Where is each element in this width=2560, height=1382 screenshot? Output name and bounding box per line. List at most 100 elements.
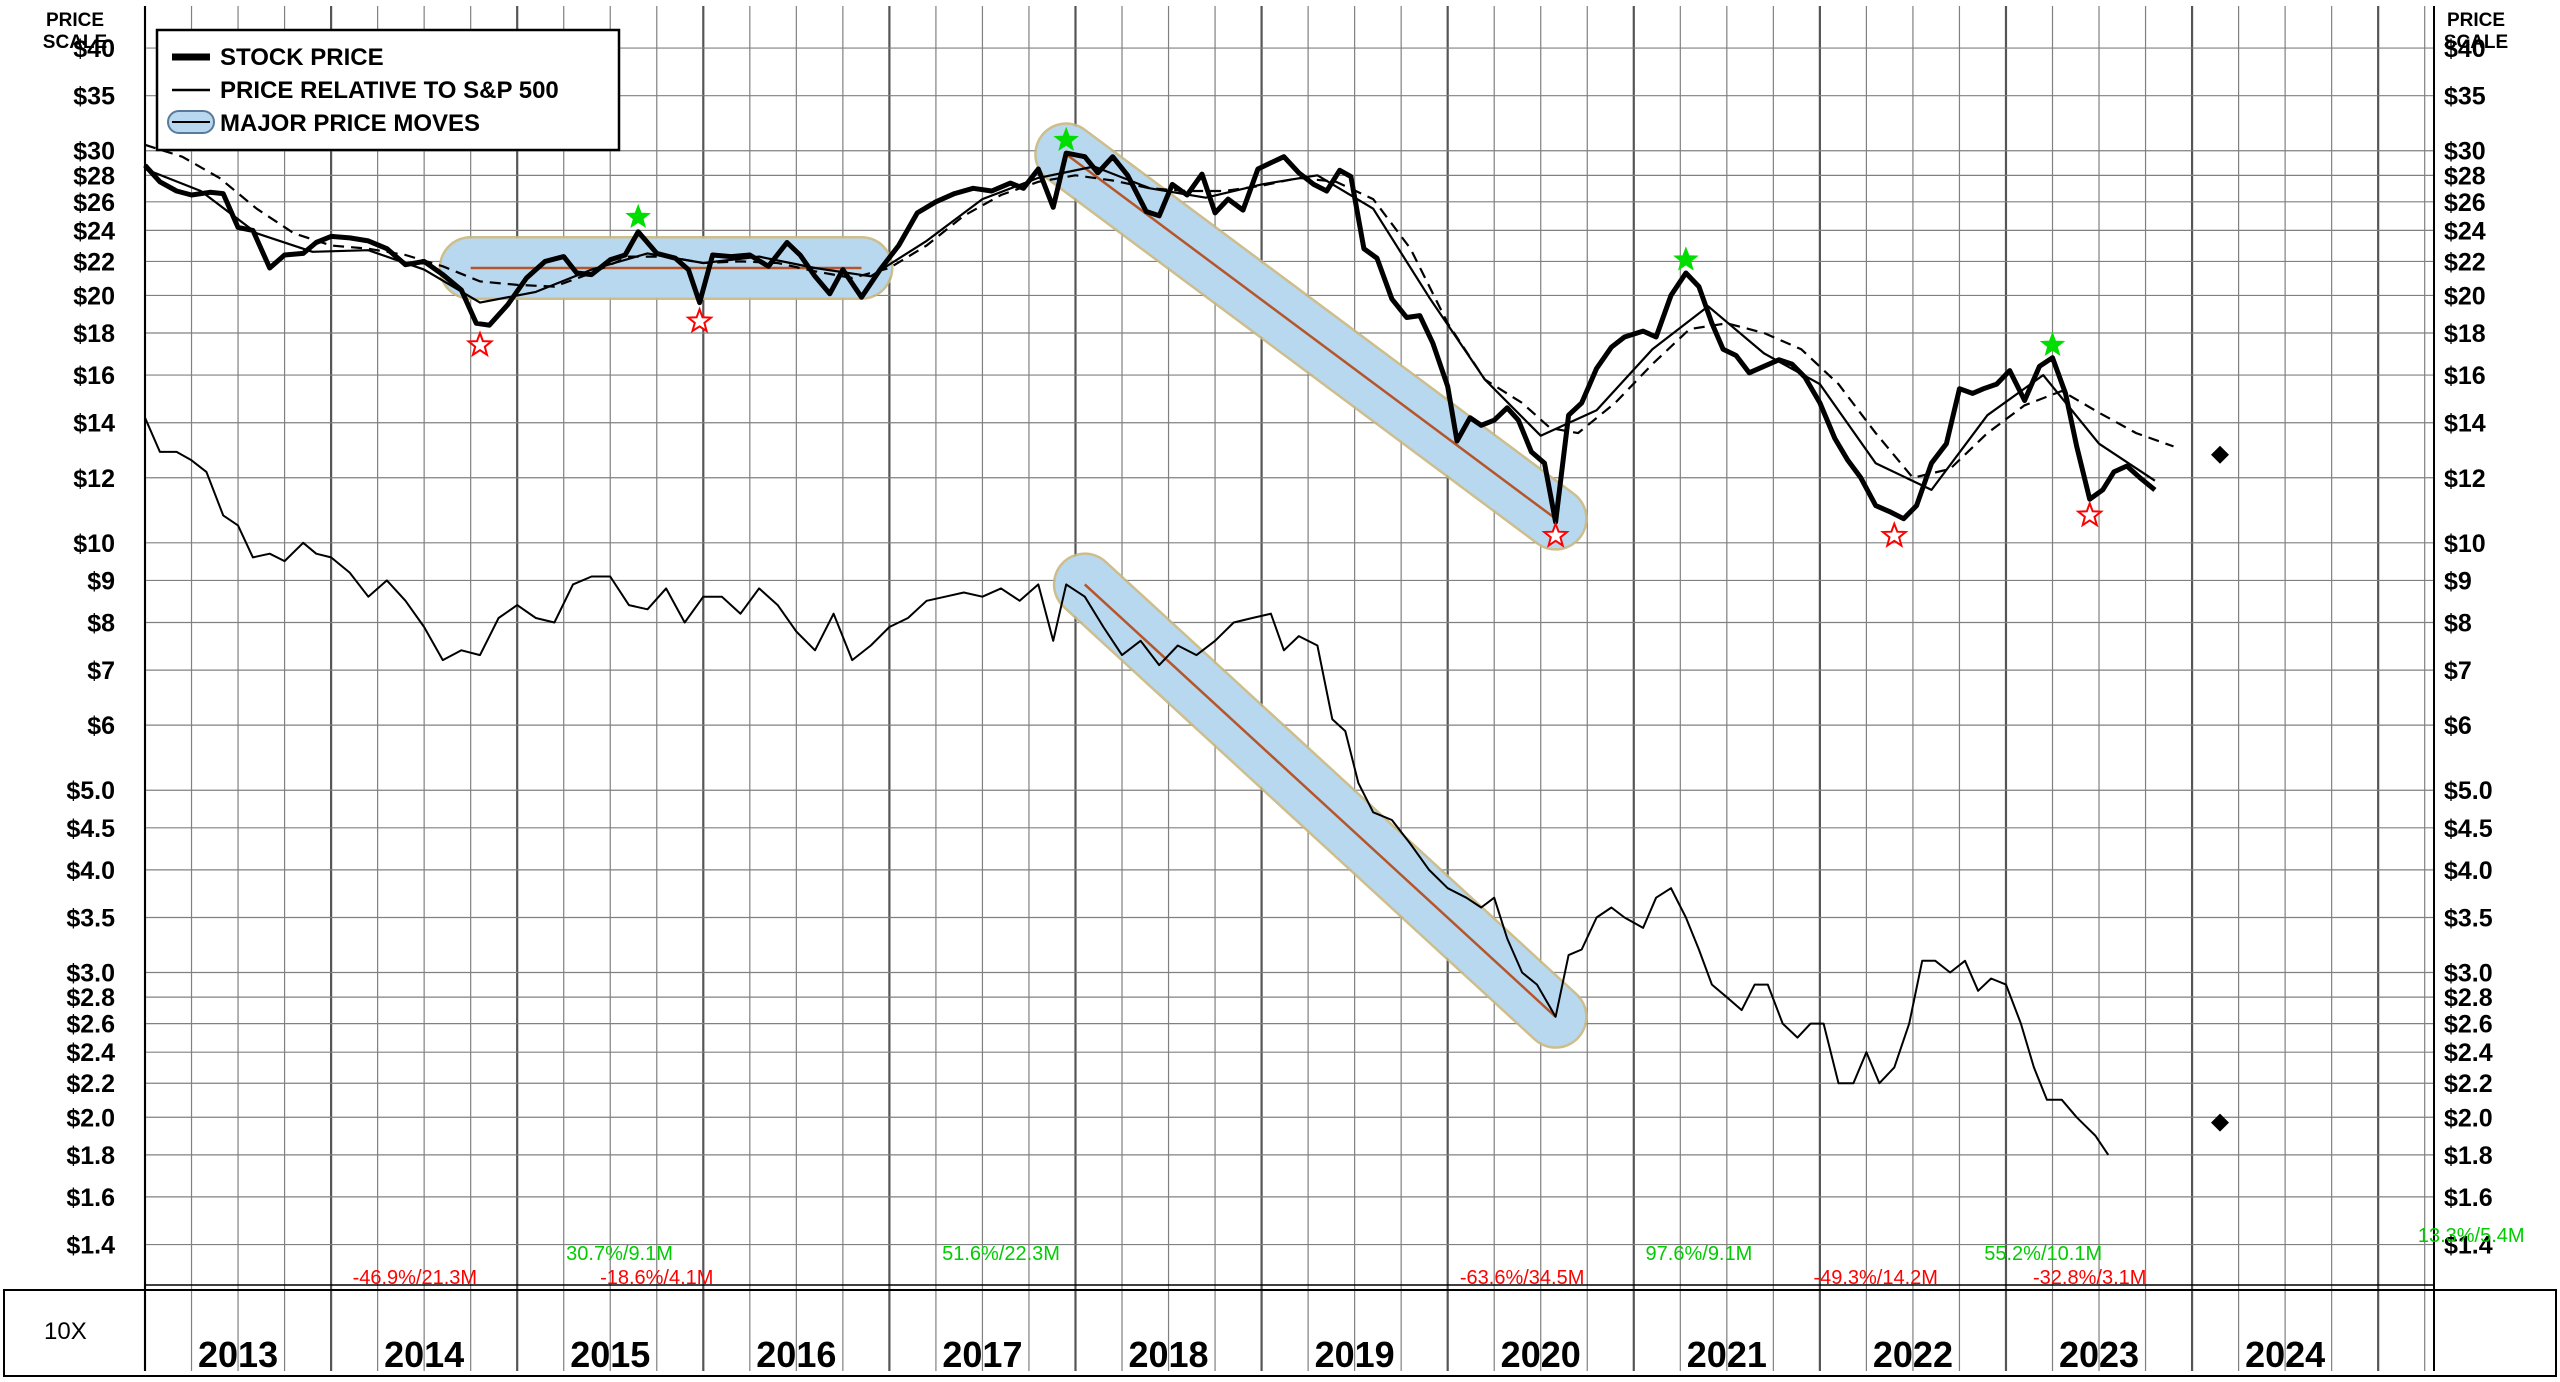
- peak-star-marker: [2039, 331, 2066, 356]
- x-year-label: 2022: [1873, 1334, 1953, 1375]
- y-tick-label-right: $3.5: [2444, 905, 2493, 933]
- y-tick-label-right: $3.0: [2444, 960, 2493, 988]
- footer-scale-label: 10X: [44, 1318, 87, 1345]
- peak-star-marker: [1673, 246, 1699, 271]
- legend: STOCK PRICE PRICE RELATIVE TO S&P 500 MA…: [155, 28, 621, 152]
- right-scale-title-line1: PRICE: [2447, 10, 2505, 31]
- legend-box: [155, 28, 621, 152]
- y-tick-label-right: $4.0: [2444, 857, 2493, 885]
- y-tick-label-right: $28: [2444, 162, 2486, 190]
- y-tick-label-left: $12: [73, 465, 115, 493]
- y-tick-label-left: $10: [73, 530, 115, 558]
- footer-frame: [3, 1289, 2557, 1377]
- y-tick-label-left: $35: [73, 83, 115, 111]
- y-tick-label-left: $16: [73, 362, 115, 390]
- y-tick-label-left: $1.4: [66, 1232, 115, 1260]
- y-tick-label-left: $9: [87, 567, 115, 595]
- y-tick-label-left: $4.5: [66, 815, 115, 843]
- right-scale-title-line2: SCALE: [2444, 32, 2508, 53]
- y-tick-label-left: $1.6: [66, 1184, 115, 1212]
- y-tick-label-left: $28: [73, 162, 115, 190]
- markers: [465, 126, 2229, 1132]
- trough-star-marker: [1541, 520, 1570, 548]
- y-tick-label-right: $18: [2444, 320, 2486, 348]
- y-tick-label-right: $14: [2444, 410, 2486, 438]
- legend-label-stock-price: STOCK PRICE: [220, 44, 384, 71]
- y-tick-label-left: $24: [73, 217, 115, 245]
- left-scale-title-line2: SCALE: [43, 32, 107, 53]
- y-tick-label-right: $40: [2444, 35, 2486, 63]
- y-tick-label-left: $2.8: [66, 984, 115, 1012]
- trough-star-marker: [2075, 500, 2104, 528]
- x-year-label: 2024: [2245, 1334, 2325, 1375]
- move-annotations: -46.9%/21.3M 30.7%/9.1M-18.6%/4.1M 51.6%/2…: [353, 1225, 2525, 1289]
- series-lines: [143, 143, 2174, 1156]
- y-tick-label-right: $20: [2444, 282, 2486, 310]
- y-tick-label-left: $2.2: [66, 1070, 115, 1098]
- y-tick-label-left: $14: [73, 410, 115, 438]
- move-annotation: 51.6%/22.3M: [942, 1243, 1060, 1265]
- y-tick-label-right: $16: [2444, 362, 2486, 390]
- move-annotation: -46.9%/21.3M: [353, 1267, 478, 1289]
- y-tick-label-left: $26: [73, 189, 115, 217]
- x-year-label: 2018: [1128, 1334, 1208, 1375]
- y-tick-label-left: $2.4: [66, 1039, 115, 1067]
- y-tick-label-right: $24: [2444, 217, 2486, 245]
- move-annotation: 13.3%/5.4M: [2418, 1225, 2525, 1247]
- move-annotation: -18.6%/4.1M: [600, 1267, 713, 1289]
- y-tick-label-left: $2.6: [66, 1011, 115, 1039]
- trough-star-marker: [1880, 520, 1909, 548]
- y-tick-label-left: $3.0: [66, 960, 115, 988]
- y-tick-label-right: $7: [2444, 657, 2472, 685]
- y-tick-label-right: $10: [2444, 530, 2486, 558]
- move-annotation: 97.6%/9.1M: [1646, 1243, 1753, 1265]
- x-year-label: 2015: [570, 1334, 650, 1375]
- peak-star-marker: [1053, 126, 1079, 152]
- chart-grid: [3, 6, 2557, 1377]
- y-tick-label-left: $6: [87, 712, 115, 740]
- legend-label-moves: MAJOR PRICE MOVES: [220, 110, 480, 137]
- y-tick-label-left: $40: [73, 35, 115, 63]
- y-tick-label-right: $8: [2444, 609, 2472, 637]
- y-tick-label-right: $6: [2444, 712, 2472, 740]
- x-year-label: 2013: [198, 1334, 278, 1375]
- move-trendline: [1083, 583, 1557, 1018]
- y-tick-label-left: $1.8: [66, 1142, 115, 1170]
- y-tick-label-right: $30: [2444, 138, 2486, 166]
- y-tick-label-right: $22: [2444, 248, 2486, 276]
- y-tick-label-right: $9: [2444, 567, 2472, 595]
- y-tick-label-right: $2.4: [2444, 1039, 2493, 1067]
- end-diamond-marker: [2210, 445, 2229, 464]
- y-tick-label-left: $20: [73, 282, 115, 310]
- y-tick-label-right: $1.6: [2444, 1184, 2493, 1212]
- move-annotation: -32.8%/3.1M: [2033, 1267, 2146, 1289]
- move-trendline: [1065, 153, 1557, 520]
- move-annotation: -49.3%/14.2M: [1813, 1267, 1938, 1289]
- y-tick-label-right: $5.0: [2444, 777, 2493, 805]
- y-tick-label-left: $22: [73, 248, 115, 276]
- y-tick-label-right: $1.8: [2444, 1142, 2493, 1170]
- series-smoothed-price: [144, 165, 2156, 491]
- end-diamond-marker: [2210, 1113, 2229, 1132]
- y-tick-label-left: $18: [73, 320, 115, 348]
- x-year-label: 2020: [1501, 1334, 1581, 1375]
- peak-star-marker: [625, 203, 651, 229]
- y-tick-label-left: $4.0: [66, 857, 115, 885]
- y-tick-label-right: $26: [2444, 189, 2486, 217]
- series-stock-price: [143, 150, 2157, 525]
- y-tick-label-right: $2.2: [2444, 1070, 2493, 1098]
- y-tick-label-left: $3.5: [66, 905, 115, 933]
- y-tick-label-right: $4.5: [2444, 815, 2493, 843]
- x-year-label: 2023: [2059, 1334, 2139, 1375]
- left-scale-title-line1: PRICE: [46, 10, 104, 31]
- move-annotation: -63.6%/34.5M: [1460, 1267, 1585, 1289]
- major-price-moves: [438, 122, 1588, 1049]
- move-annotation: 55.2%/10.1M: [1984, 1243, 2102, 1265]
- x-year-label: 2014: [384, 1334, 464, 1375]
- axis-labels: $40 $40$35 $35$30 $30$28 $28$26 $26$24 $24$22 $…: [66, 35, 2492, 1375]
- move-annotation: 30.7%/9.1M: [566, 1243, 673, 1265]
- series-price-relative-to-s-p-500: [144, 417, 2110, 1156]
- y-tick-label-left: $2.0: [66, 1104, 115, 1132]
- y-tick-label-left: $7: [87, 657, 115, 685]
